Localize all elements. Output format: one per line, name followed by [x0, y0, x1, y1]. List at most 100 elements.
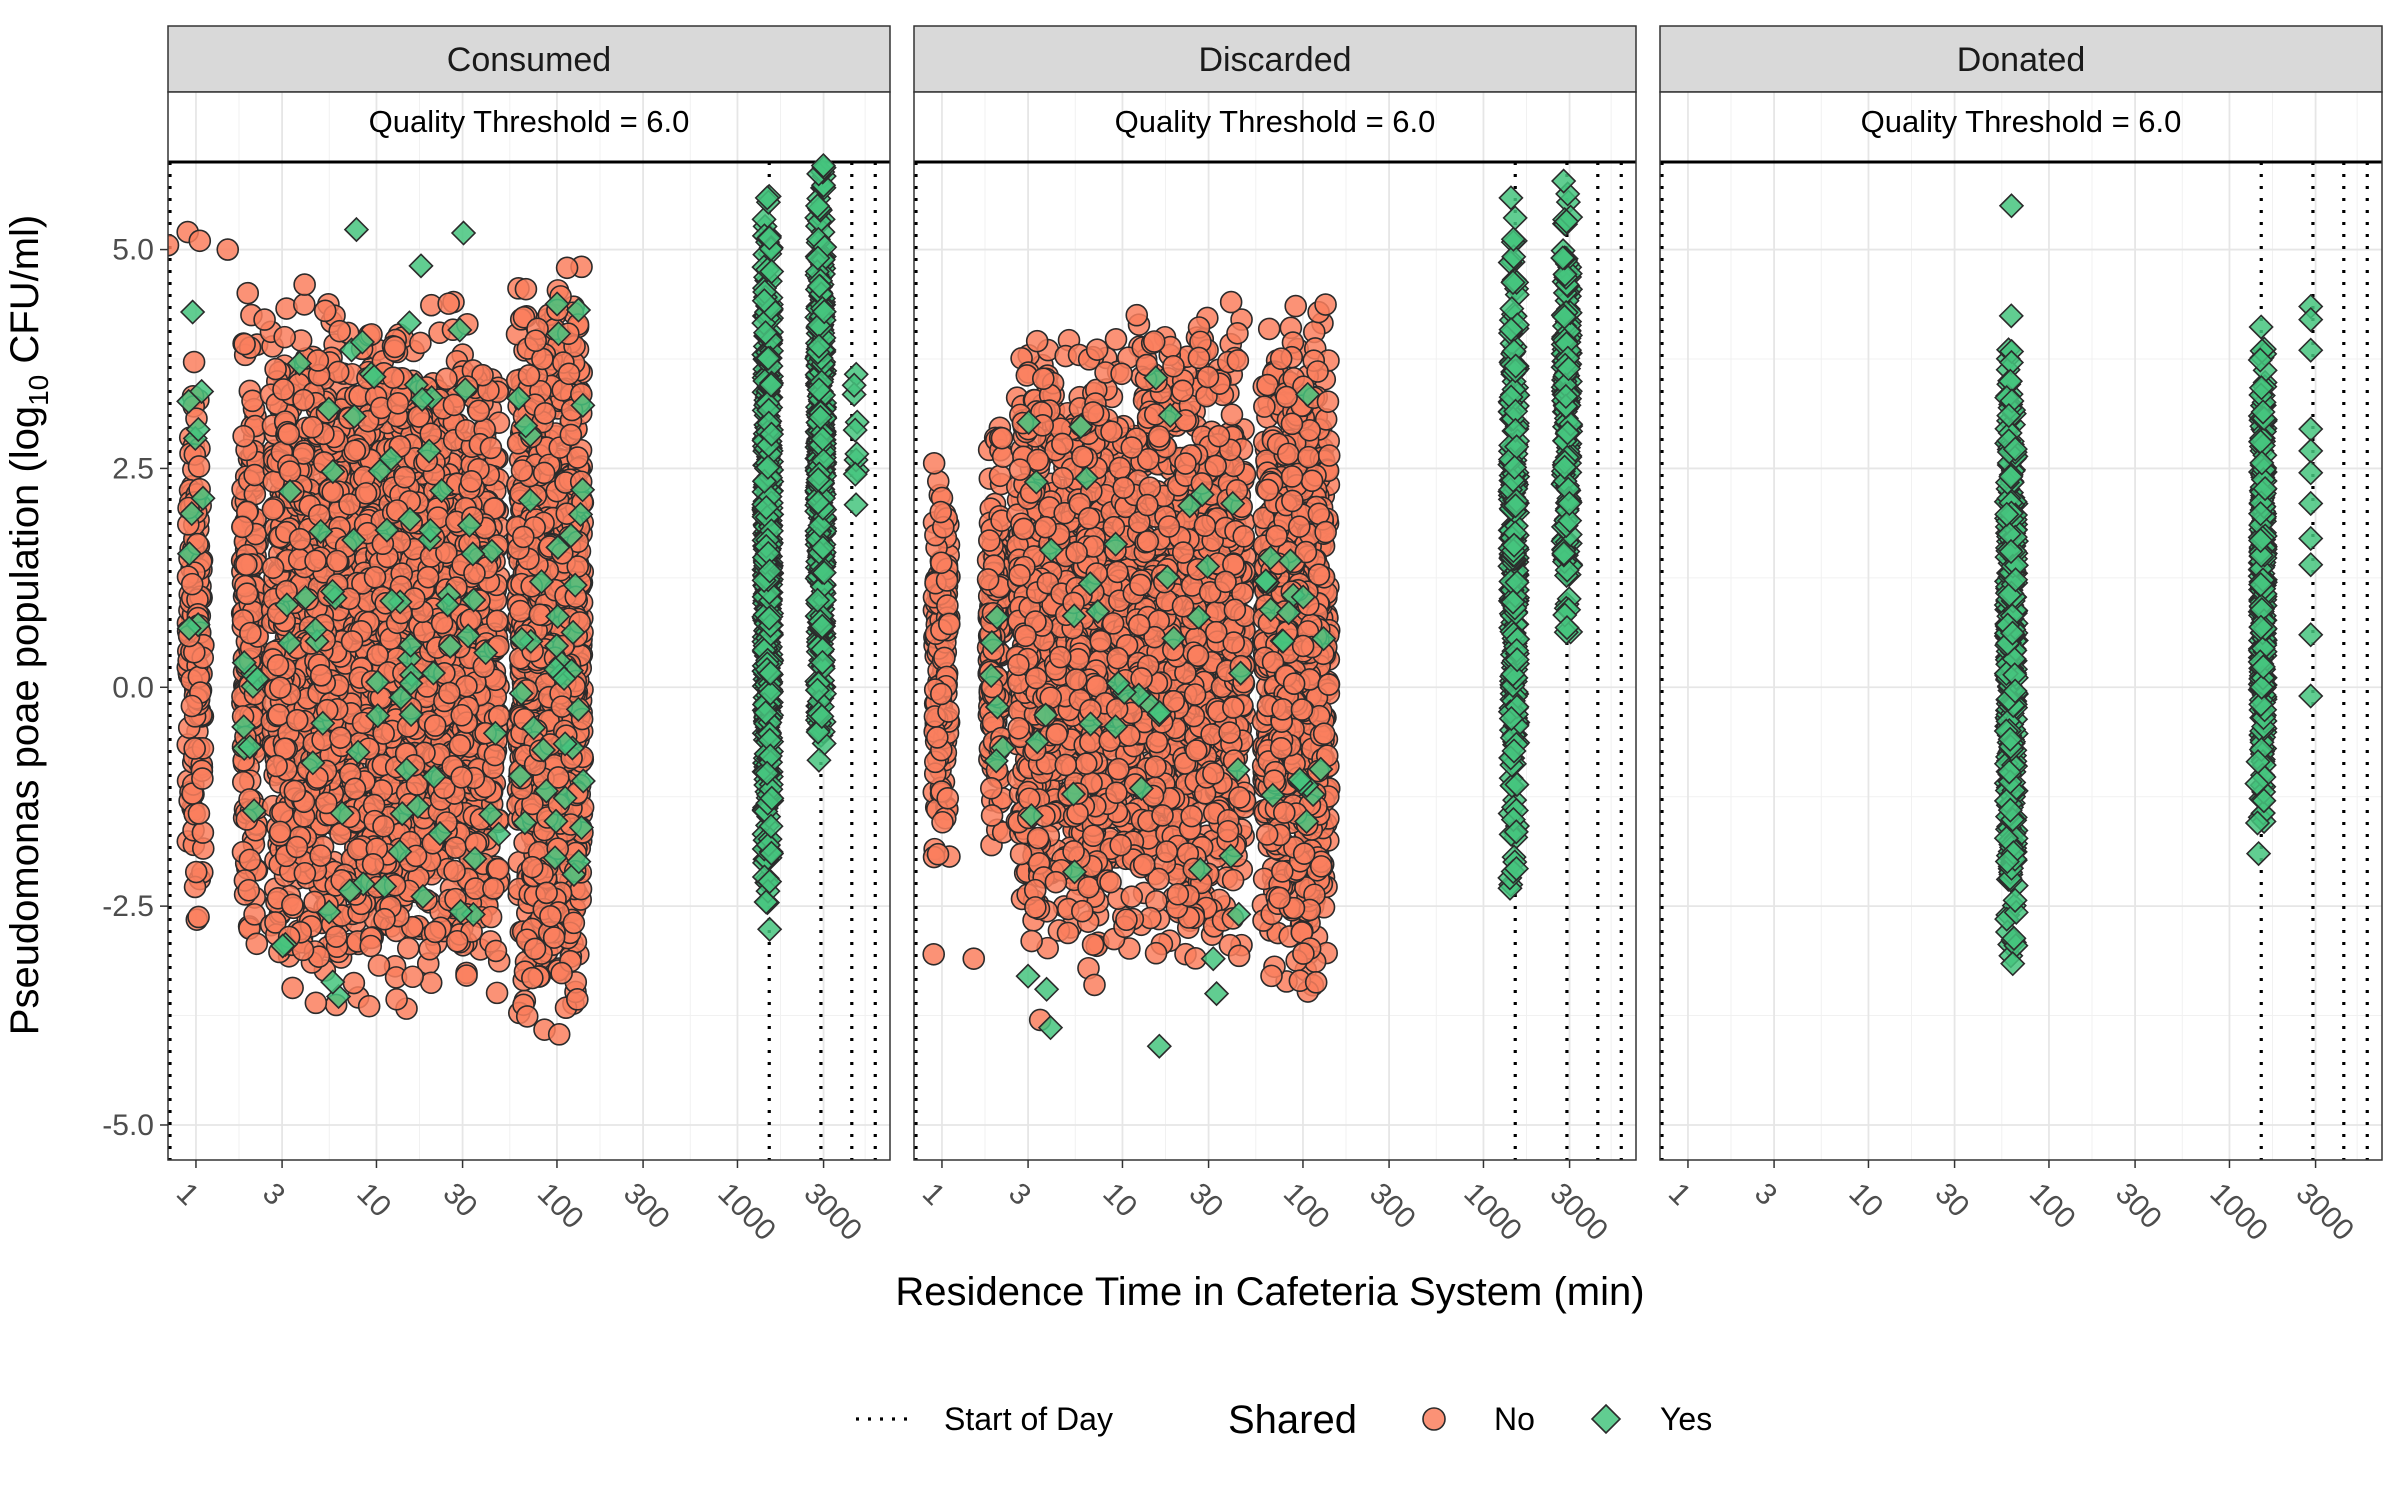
- point-no: [253, 308, 276, 331]
- point-no: [283, 779, 307, 803]
- point-no: [243, 463, 266, 487]
- point-no: [382, 366, 405, 389]
- point-no: [385, 988, 408, 1011]
- point-no: [484, 939, 508, 963]
- point-no: [216, 238, 240, 261]
- point-no: [236, 281, 260, 305]
- point-no: [510, 459, 534, 482]
- point-no: [293, 861, 317, 885]
- point-no: [272, 378, 295, 401]
- point-no: [559, 423, 583, 447]
- point-no: [455, 964, 478, 987]
- point-no: [487, 857, 510, 881]
- point-no: [265, 754, 288, 778]
- point-no: [467, 399, 491, 423]
- point-no: [460, 470, 483, 493]
- point-no: [354, 482, 378, 505]
- point-no: [285, 835, 309, 859]
- point-no: [486, 609, 509, 633]
- point-no: [277, 422, 301, 446]
- point-no: [514, 277, 538, 301]
- point-no: [281, 976, 304, 1000]
- point-no: [187, 455, 211, 478]
- point-no: [523, 937, 547, 961]
- point-no: [233, 332, 256, 356]
- point-no: [386, 392, 410, 415]
- point-no: [515, 1005, 539, 1028]
- point-no: [292, 388, 315, 412]
- point-no: [508, 599, 532, 623]
- point-no: [485, 981, 509, 1005]
- point-no: [329, 726, 352, 749]
- point-no: [180, 694, 204, 718]
- point-no: [361, 852, 385, 876]
- point-no: [239, 621, 262, 645]
- point-no: [264, 357, 287, 381]
- point-no: [187, 905, 210, 929]
- point-no: [562, 911, 586, 935]
- point-no: [309, 844, 332, 867]
- point-no: [191, 767, 214, 790]
- point-no: [268, 820, 292, 844]
- point-no: [328, 319, 351, 343]
- point-no: [281, 893, 304, 917]
- point-no: [273, 325, 296, 349]
- point-no: [445, 929, 469, 953]
- point-no: [288, 527, 312, 551]
- point-no: [232, 424, 255, 448]
- point-no: [342, 971, 366, 995]
- point-no: [550, 961, 573, 985]
- point-no: [184, 860, 208, 884]
- point-no: [183, 737, 206, 760]
- point-no: [188, 229, 212, 253]
- point-no: [309, 664, 333, 687]
- point-no: [373, 907, 396, 931]
- point-no: [438, 681, 461, 705]
- point-no: [463, 562, 486, 585]
- point-no: [539, 904, 562, 928]
- point-no: [269, 676, 292, 699]
- strip-consumed: [167, 25, 891, 93]
- point-no: [238, 848, 262, 872]
- point-no: [533, 402, 557, 425]
- point-no: [521, 966, 544, 990]
- point-no: [235, 582, 259, 606]
- point-no: [363, 565, 387, 589]
- point-no: [482, 877, 505, 900]
- point-no: [325, 549, 349, 573]
- point-no: [483, 743, 507, 767]
- point-no: [304, 991, 328, 1015]
- point-no: [187, 802, 211, 825]
- point-no: [313, 299, 337, 323]
- point-no: [367, 954, 391, 977]
- point-no: [293, 273, 316, 296]
- point-no: [359, 934, 383, 958]
- point-no: [423, 714, 447, 737]
- point-no: [444, 836, 467, 859]
- point-no: [535, 881, 558, 905]
- point-no: [261, 498, 285, 521]
- point-no: [266, 654, 290, 677]
- point-no: [450, 703, 474, 727]
- point-no: [343, 439, 367, 462]
- point-no: [437, 292, 460, 315]
- point-no: [343, 777, 367, 801]
- point-no: [340, 630, 364, 653]
- point-no: [547, 1023, 571, 1046]
- point-no: [326, 360, 350, 384]
- point-no: [396, 936, 420, 960]
- point-no: [393, 465, 417, 489]
- point-no: [324, 925, 348, 948]
- point-no: [321, 480, 344, 504]
- point-no: [235, 553, 258, 577]
- point-no: [448, 734, 472, 757]
- point-no: [450, 766, 473, 789]
- point-no: [383, 335, 407, 359]
- point-no: [285, 708, 309, 732]
- point-no: [416, 565, 440, 589]
- threshold-label: Quality Threshold = 6.0: [369, 104, 690, 139]
- point-no: [511, 525, 535, 549]
